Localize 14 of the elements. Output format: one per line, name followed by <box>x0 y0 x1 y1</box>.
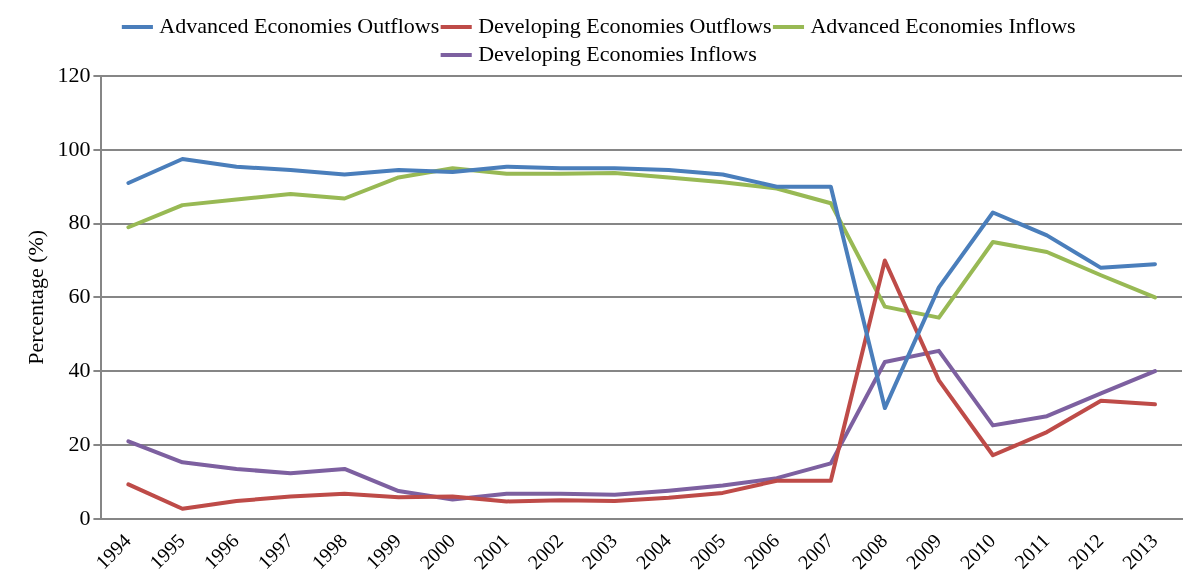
x-tick-label: 1999 <box>361 529 406 574</box>
y-axis-title: Percentage (%) <box>22 229 48 365</box>
y-tick-label: 120 <box>57 61 91 87</box>
y-tick-label: 20 <box>68 430 91 456</box>
y-tick-label: 40 <box>68 356 91 382</box>
y-tick-label: 0 <box>79 504 91 530</box>
legend-label: Developing Economies Outflows <box>478 12 772 38</box>
y-tick-label: 80 <box>68 209 91 235</box>
x-tick-label: 2011 <box>1010 529 1054 573</box>
legend-label: Developing Economies Inflows <box>478 40 757 66</box>
y-tick-label: 60 <box>68 283 91 309</box>
legend-label: Advanced Economies Inflows <box>810 12 1076 38</box>
y-tick-label: 100 <box>57 135 91 161</box>
legend-label: Advanced Economies Outflows <box>159 12 440 38</box>
